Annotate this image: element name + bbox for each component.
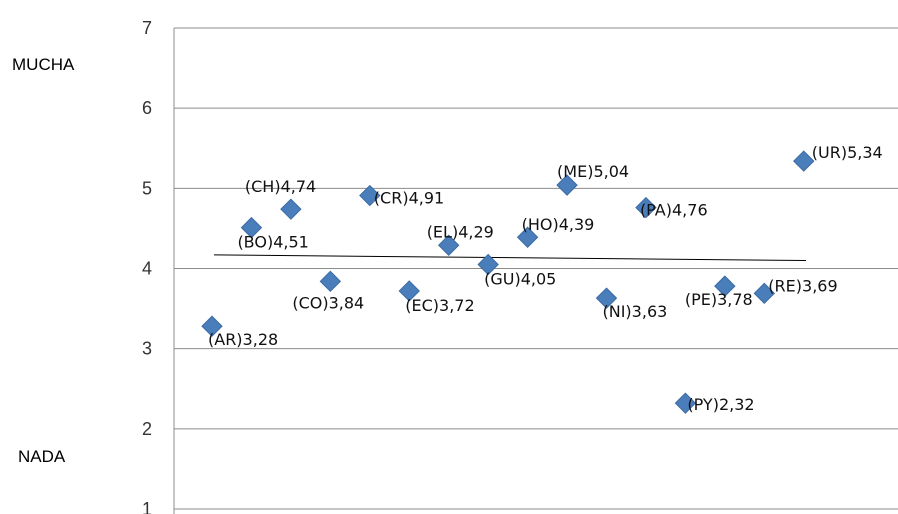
y-tick-label: 2 (142, 419, 152, 439)
y-tick-label: 1 (142, 499, 152, 514)
data-label: (CO)3,84 (292, 293, 364, 312)
data-point (635, 196, 657, 219)
data-label: (CR)4,91 (374, 189, 444, 208)
data-point (359, 184, 381, 207)
label-nada: NADA (18, 447, 66, 466)
data-point (674, 392, 697, 414)
y-tick-label: 3 (142, 339, 152, 359)
data-label: (BO)4,51 (237, 233, 308, 252)
label-mucha: MUCHA (12, 55, 75, 74)
data-point (319, 270, 342, 293)
data-label: (PE)3,78 (685, 290, 753, 309)
data-label: (EL)4,29 (427, 222, 494, 241)
data-point (556, 174, 578, 196)
data-point (240, 216, 263, 239)
data-point (516, 226, 539, 248)
data-point (595, 287, 618, 309)
data-label: (AR)3,28 (208, 330, 278, 349)
data-point (437, 234, 460, 256)
data-point (714, 275, 736, 297)
y-tick-label: 5 (142, 178, 152, 198)
data-label: (PY)2,32 (687, 395, 754, 414)
gridlines (174, 27, 898, 510)
data-point (280, 198, 302, 220)
data-point (753, 282, 776, 305)
y-tick-labels: 1 2 3 4 5 6 7 (142, 18, 152, 514)
y-tick-label: 6 (142, 98, 152, 118)
data-label: (NI)3,63 (603, 302, 668, 321)
data-point (398, 280, 420, 302)
data-label: (UR)5,34 (812, 143, 883, 162)
data-label: (ME)5,04 (557, 162, 629, 181)
trend-line (213, 254, 807, 261)
data-points (201, 150, 815, 414)
data-point (477, 253, 499, 276)
data-label: (PA)4,76 (640, 201, 708, 220)
data-label: (EC)3,72 (405, 296, 474, 315)
y-tick-label: 4 (142, 259, 152, 279)
data-point (201, 315, 223, 337)
y-tick-label: 7 (142, 18, 152, 38)
data-point (793, 150, 815, 172)
data-label: (HO)4,39 (522, 215, 595, 234)
data-label: (CH)4,74 (245, 177, 316, 196)
data-label: (GU)4,05 (484, 269, 556, 288)
data-label: (RE)3,69 (768, 276, 837, 295)
data-labels: (AR)3,28 (BO)4,51 (CH)4,74 (CO)3,84 (CR)4,91… (208, 143, 883, 414)
